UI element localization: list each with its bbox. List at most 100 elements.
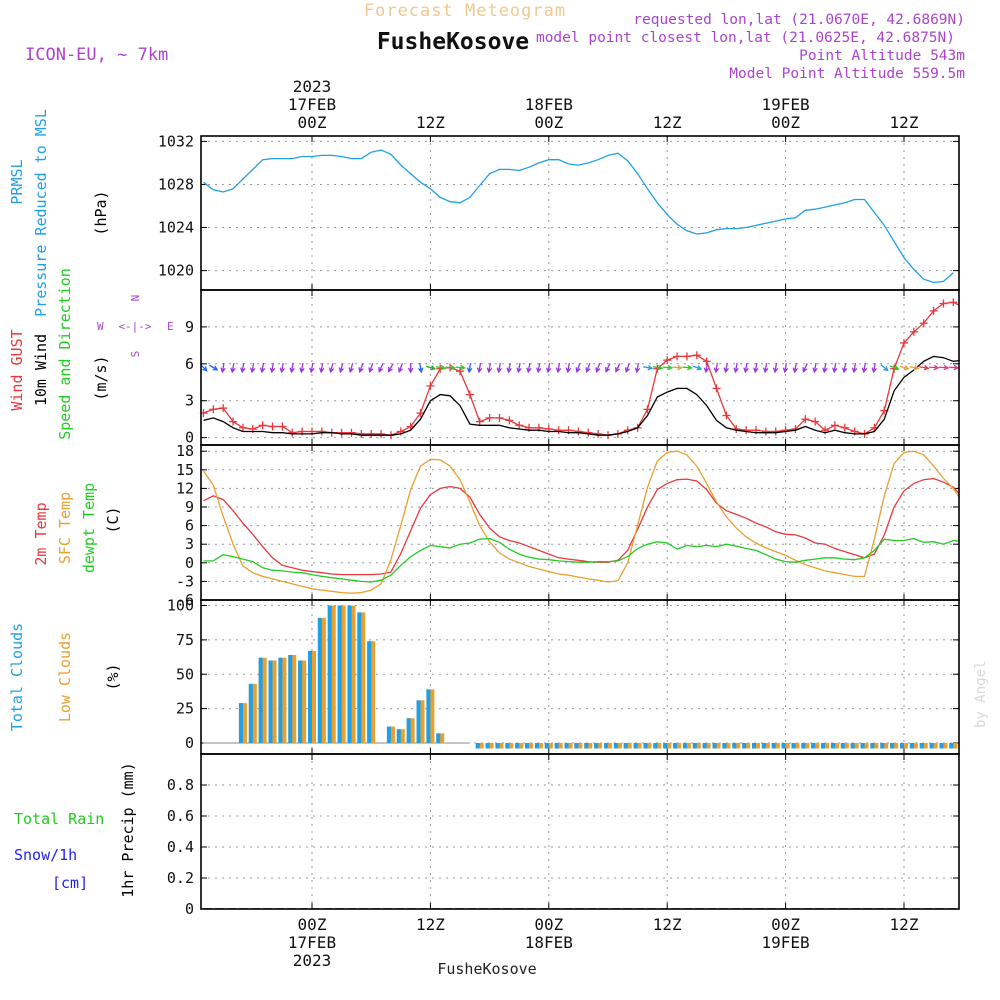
wind-direction-arrow xyxy=(445,364,456,371)
top-tick-year: 2023 xyxy=(293,77,332,96)
y-tick-label: 6 xyxy=(185,355,194,373)
wind-direction-arrow xyxy=(822,362,828,374)
cloud-bar xyxy=(238,703,247,743)
compass-arrow: <-|-> xyxy=(118,320,151,333)
wind-direction-arrow xyxy=(249,362,256,374)
gust-marker xyxy=(426,381,435,390)
gust-marker xyxy=(475,417,484,426)
total-cloud-bar xyxy=(811,743,816,749)
wind-direction-arrow xyxy=(624,363,631,373)
gust-marker xyxy=(288,428,297,437)
wind-direction-arrow xyxy=(506,362,512,374)
total-cloud-bar xyxy=(288,655,293,743)
cloud-bar xyxy=(919,743,928,749)
cloud-bar xyxy=(436,733,445,743)
wind-direction-arrow xyxy=(851,362,858,374)
wind-direction-arrow xyxy=(692,365,703,371)
y-tick-label: 1032 xyxy=(158,132,194,150)
panel-label: Speed and Direction xyxy=(56,268,74,440)
wind-direction-arrow xyxy=(388,363,394,373)
cloud-bar xyxy=(909,743,918,749)
total-cloud-bar xyxy=(771,743,776,749)
panel-label: (C) xyxy=(104,506,122,533)
compass-e: E xyxy=(167,320,174,333)
y-tick-label: -3 xyxy=(176,572,194,590)
wind-direction-arrow xyxy=(259,362,266,374)
cloud-bar xyxy=(633,743,642,749)
gust-marker xyxy=(663,356,672,365)
y-tick-label: 6 xyxy=(185,517,194,535)
panel-label: [cm] xyxy=(52,874,88,892)
y-tick-label: 9 xyxy=(185,318,194,336)
gust-marker xyxy=(939,299,948,308)
cloud-bar xyxy=(416,700,425,743)
gust-marker xyxy=(485,413,494,422)
panel-label: Snow/1h xyxy=(14,846,77,864)
total-cloud-bar xyxy=(673,743,678,749)
total-cloud-bar xyxy=(584,743,589,749)
total-cloud-bar xyxy=(525,743,530,749)
wind-direction-arrow xyxy=(743,362,749,374)
wind-direction-arrow xyxy=(938,364,950,371)
total-cloud-bar xyxy=(386,726,391,743)
wind-direction-arrow xyxy=(682,364,693,371)
model-point-coords: model point closest lon,lat (21.0625E, 4… xyxy=(536,30,955,46)
panel-label: 1hr Precip (mm) xyxy=(119,762,137,897)
total-cloud-bar xyxy=(298,660,303,743)
total-cloud-bar xyxy=(604,743,608,749)
panel-label: (hPa) xyxy=(92,190,110,235)
cloud-bar xyxy=(594,743,603,749)
wind-direction-arrow xyxy=(841,362,848,374)
gust-marker xyxy=(692,351,701,360)
gust-marker xyxy=(357,429,366,438)
total-cloud-bar xyxy=(870,743,875,749)
wind-direction-arrow xyxy=(279,362,285,374)
bottom-tick-label: 12Z xyxy=(890,915,919,934)
total-cloud-bar xyxy=(752,743,756,749)
cloud-bar xyxy=(288,655,297,743)
wind-direction-arrow xyxy=(309,362,315,374)
wind-direction-arrow xyxy=(565,362,572,374)
total-cloud-bar xyxy=(337,605,342,743)
total-cloud-bar xyxy=(919,743,924,749)
plot-area xyxy=(202,450,959,594)
cloud-bar xyxy=(949,743,958,749)
y-tick-label: -6 xyxy=(176,591,194,609)
total-cloud-bar xyxy=(327,605,332,743)
top-tick-date: 19FEB xyxy=(762,95,810,114)
total-cloud-bar xyxy=(821,743,826,749)
cloud-bar xyxy=(525,743,534,749)
total-cloud-bar xyxy=(278,657,283,743)
bottom-tick-date: 18FEB xyxy=(525,933,573,952)
wind-direction-arrow xyxy=(802,363,808,373)
cloud-bar xyxy=(771,743,780,749)
wind-direction-arrow xyxy=(861,362,868,374)
panel-label: Total Rain xyxy=(14,810,104,828)
total-cloud-bar xyxy=(308,650,312,743)
cloud-bar xyxy=(357,612,366,743)
y-tick-label: 9 xyxy=(185,498,194,516)
total-cloud-bar xyxy=(860,743,865,749)
panel-label: (m/s) xyxy=(92,355,110,400)
wind-direction-arrow xyxy=(545,362,552,374)
cloud-bar xyxy=(347,605,356,743)
credit: by Angel xyxy=(973,661,989,728)
total-cloud-bar xyxy=(406,718,411,743)
wind-direction-arrow xyxy=(466,362,473,374)
gust-marker xyxy=(209,405,218,414)
cloud-bar xyxy=(248,683,257,743)
cloud-bar xyxy=(386,726,395,743)
total-cloud-bar xyxy=(949,743,954,749)
total-cloud-bar xyxy=(633,743,638,749)
wind-direction-arrow xyxy=(378,363,384,373)
panel-label: 2m Temp xyxy=(32,502,50,565)
wind-direction-arrow xyxy=(455,364,466,371)
gust-marker xyxy=(811,417,820,426)
station-name: FusheKosove xyxy=(377,29,529,55)
wind-direction-arrow xyxy=(230,362,236,374)
total-cloud-bar xyxy=(840,743,845,749)
gust-marker xyxy=(781,426,790,435)
